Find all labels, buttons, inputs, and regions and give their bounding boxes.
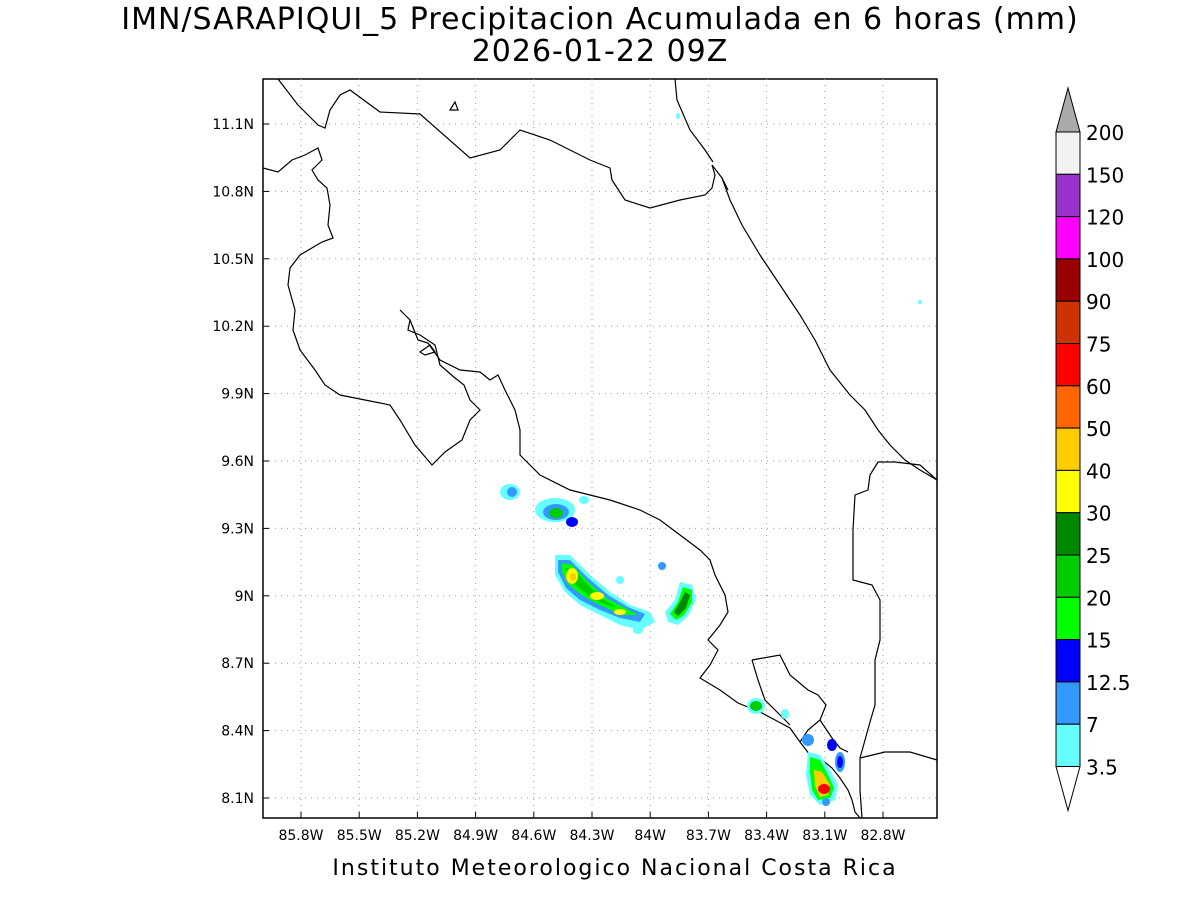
precip-cell (633, 626, 643, 634)
lon-tick-label: 84W (634, 828, 666, 844)
lat-tick-label: 8.7N (221, 656, 254, 672)
precip-cell (616, 576, 624, 584)
precipitation-field (500, 113, 922, 806)
colorbar-label: 40 (1086, 459, 1111, 483)
lat-tick-label: 10.2N (212, 319, 254, 335)
axis-labels: 85.8W 85.5W 85.2W 84.9W 84.6W 84.3W 84W 83.7W 83… (212, 117, 905, 844)
colorbar-segment (1055, 216, 1081, 260)
colorbar-label: 150 (1086, 163, 1124, 187)
colorbar-top-arrow (1055, 86, 1081, 133)
colorbar-label: 15 (1086, 629, 1111, 653)
colorbar-segment (1055, 173, 1081, 218)
precip-cell (802, 734, 814, 746)
precip-cell (570, 573, 576, 581)
colorbar-segment (1055, 427, 1081, 471)
footer-credit: Instituto Meteorologico Nacional Costa R… (332, 856, 898, 881)
precip-cell (566, 517, 578, 527)
coastline (262, 78, 938, 819)
precip-cell (827, 739, 837, 751)
colorbar-segment (1055, 596, 1081, 641)
precip-cell (507, 487, 517, 497)
lon-tick-label: 82.8W (860, 828, 905, 844)
colorbar-segment (1055, 385, 1081, 429)
colorbar-label: 60 (1086, 375, 1111, 399)
colorbar-segment (1055, 343, 1081, 387)
precip-cell (822, 798, 830, 806)
colorbar-label: 25 (1086, 544, 1111, 568)
colorbar-label: 3.5 (1086, 756, 1118, 780)
colorbar-label: 50 (1086, 417, 1111, 441)
colorbar-segment (1055, 131, 1081, 175)
map-title: IMN/SARAPIQUI_5 Precipitacion Acumulada … (121, 2, 1079, 37)
colorbar-label: 30 (1086, 502, 1111, 526)
map-subtitle: 2026-01-22 09Z (471, 34, 729, 69)
colorbar-label: 7 (1086, 713, 1099, 737)
lat-tick-label: 8.1N (221, 791, 254, 807)
precip-cell (658, 562, 666, 570)
lon-tick-label: 85.5W (337, 828, 382, 844)
colorbar-label: 12.5 (1086, 671, 1131, 695)
colorbar-label: 90 (1086, 290, 1111, 314)
lon-tick-label: 85.2W (395, 828, 440, 844)
colorbar-segment (1055, 512, 1081, 556)
colorbar-segment (1055, 469, 1081, 514)
precip-cell (590, 592, 604, 600)
lon-tick-label: 83.1W (802, 828, 847, 844)
colorbar-label: 75 (1086, 333, 1111, 357)
lat-tick-label: 9.6N (221, 454, 254, 470)
colorbar-segment (1055, 723, 1081, 768)
precip-cell (837, 756, 843, 768)
lat-tick-label: 10.8N (212, 184, 254, 200)
precip-cell (918, 300, 922, 304)
lat-tick-label: 11.1N (212, 117, 254, 133)
colorbar-label: 20 (1086, 586, 1111, 610)
colorbar: 3.5 7 12.5 15 20 25 30 40 50 60 75 90 100 120 150 200 (1055, 86, 1131, 813)
precip-band (565, 568, 618, 608)
lat-tick-label: 10.5N (212, 252, 254, 268)
colorbar-segment (1055, 258, 1081, 302)
lon-tick-label: 83.7W (686, 828, 731, 844)
colorbar-segment (1055, 554, 1081, 598)
colorbar-segment (1055, 300, 1081, 345)
colorbar-label: 100 (1086, 248, 1124, 272)
colorbar-label: 200 (1086, 121, 1124, 145)
precip-cell (781, 709, 789, 719)
precip-cell (750, 701, 762, 711)
precip-cell (579, 496, 589, 504)
precip-band (674, 592, 690, 616)
lon-tick-label: 85.8W (278, 828, 323, 844)
colorbar-segment (1055, 639, 1081, 683)
lon-tick-label: 84.3W (569, 828, 614, 844)
lat-tick-label: 8.4N (221, 724, 254, 740)
lat-tick-label: 9.9N (221, 387, 254, 403)
precip-cell (676, 113, 680, 119)
colorbar-bottom-arrow (1055, 766, 1081, 813)
precip-band (562, 563, 638, 615)
lon-tick-label: 84.6W (511, 828, 556, 844)
colorbar-label: 120 (1086, 206, 1124, 230)
lon-tick-label: 84.9W (453, 828, 498, 844)
precip-cell (549, 508, 563, 518)
colorbar-segment (1055, 681, 1081, 725)
lat-tick-label: 9.3N (221, 521, 254, 537)
lat-tick-label: 9N (235, 589, 254, 605)
precip-cell (614, 609, 626, 615)
lon-tick-label: 83.4W (744, 828, 789, 844)
map-frame (262, 78, 938, 819)
precip-cell (818, 784, 830, 794)
